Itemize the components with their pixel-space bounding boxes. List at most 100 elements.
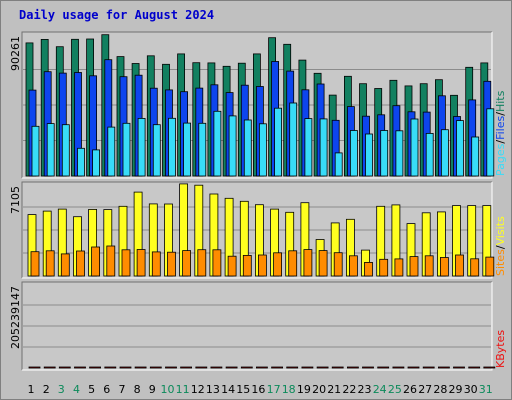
bar-sites-day-2 [45,250,55,277]
plot-border-light [22,182,493,279]
bar-kbytes-day-21 [331,366,344,369]
bar-sites-day-9 [151,251,161,277]
bar-pages-day-3 [61,124,70,177]
panel-visits-sites: 7105 Sites/Visits [9,181,507,279]
legend-item: KBytes [494,330,507,368]
y-max-label: 90261 [9,36,22,71]
bar-kbytes-day-16 [255,366,268,369]
bar-kbytes-day-28 [437,366,450,369]
bar-pages-day-13 [213,110,222,177]
bar-pages-day-20 [319,118,328,177]
bar-kbytes-day-6 [104,366,117,369]
bar-kbytes-day-18 [286,366,299,369]
bar-kbytes-day-10 [165,366,177,369]
bar-pages-day-31 [486,108,495,177]
bar-sites-day-14 [227,255,237,277]
bar-kbytes-day-29 [453,366,465,369]
legend-item: Visits [494,216,507,245]
bar-sites-day-16 [257,254,267,277]
bar-pages-day-30 [471,136,480,177]
bar-pages-day-17 [274,107,283,177]
bar-pages-day-29 [456,120,464,177]
panel-kbytes: 205239147 KBytes [9,281,507,371]
bar-pages-day-25 [395,130,404,177]
bar-kbytes-day-24 [377,366,390,369]
bar-pages-day-24 [380,130,389,177]
bar-pages-day-9 [152,124,161,177]
plot-border-light [22,32,493,179]
bar-kbytes-day-7 [119,366,132,369]
bar-kbytes-day-19 [301,366,314,369]
bar-pages-day-4 [77,147,85,177]
x-tick-label-day-24: 24 [373,383,387,396]
bar-sites-day-12 [197,249,207,277]
bar-sites-day-28 [439,257,449,277]
bar-sites-day-30 [470,258,480,277]
legend: Pages/Files/Hits [494,90,507,176]
bar-sites-day-17 [273,252,283,277]
bar-kbytes-day-13 [210,366,223,369]
x-tick-label-day-2: 2 [43,383,50,396]
x-tick-label-day-29: 29 [449,383,463,396]
bar-kbytes-day-11 [180,366,193,369]
bar-pages-day-19 [304,118,313,177]
x-tick-label-day-18: 18 [282,383,296,396]
bar-sites-day-6 [106,245,116,277]
bar-sites-day-8 [136,249,146,277]
bar-kbytes-day-8 [134,366,147,369]
legend-item: / [494,112,507,116]
bar-pages-day-10 [168,117,176,177]
bar-sites-day-4 [76,250,85,277]
x-tick-label-day-21: 21 [327,383,341,396]
bar-pages-day-6 [107,126,116,177]
bar-pages-day-2 [46,123,55,177]
x-tick-label-day-16: 16 [251,383,265,396]
x-tick-label-day-14: 14 [221,383,235,396]
x-tick-label-day-12: 12 [191,383,205,396]
bar-sites-day-5 [91,246,100,277]
bar-kbytes-day-15 [240,366,253,369]
x-tick-label-day-27: 27 [418,383,432,396]
bar-sites-day-1 [30,251,40,277]
x-tick-label-day-26: 26 [403,383,417,396]
bar-sites-day-15 [242,254,252,277]
x-tick-label-day-1: 1 [28,383,35,396]
bar-pages-day-21 [334,152,343,177]
bar-pages-day-26 [410,118,419,177]
x-tick-label-day-28: 28 [433,383,447,396]
bar-kbytes-day-20 [316,366,329,369]
bar-pages-day-15 [243,119,252,177]
y-max-label: 7105 [9,186,22,214]
bar-sites-day-29 [455,254,464,277]
legend-item: / [494,245,507,249]
bar-pages-day-12 [198,122,207,177]
bar-kbytes-day-12 [195,366,208,369]
bar-pages-day-7 [122,122,131,177]
bar-kbytes-day-22 [346,366,359,369]
bar-pages-day-28 [440,129,449,177]
bar-pages-day-18 [289,102,298,177]
bar-kbytes-day-25 [392,366,405,369]
x-tick-label-day-31: 31 [479,383,493,396]
bar-sites-day-19 [303,249,313,277]
bar-sites-day-7 [121,249,131,277]
bar-sites-day-10 [167,251,176,277]
y-max-label: 205239147 [9,286,22,349]
bar-kbytes-day-30 [468,366,481,369]
bar-sites-day-13 [212,249,222,277]
x-tick-label-day-22: 22 [342,383,356,396]
x-tick-label-day-20: 20 [312,383,326,396]
legend-item: Files [494,115,507,139]
bar-sites-day-21 [333,252,343,277]
x-tick-label-day-11: 11 [176,383,190,396]
bar-kbytes-day-2 [43,366,56,369]
bar-sites-day-20 [318,250,328,277]
bar-sites-day-24 [379,258,389,277]
bar-kbytes-day-31 [483,366,496,369]
panel-hits-files-pages: 90261 Pages/Files/Hits [9,31,507,179]
bar-sites-day-3 [60,253,70,277]
bar-pages-day-23 [365,133,373,177]
bar-kbytes-day-5 [89,366,101,369]
x-tick-label-day-7: 7 [119,383,126,396]
